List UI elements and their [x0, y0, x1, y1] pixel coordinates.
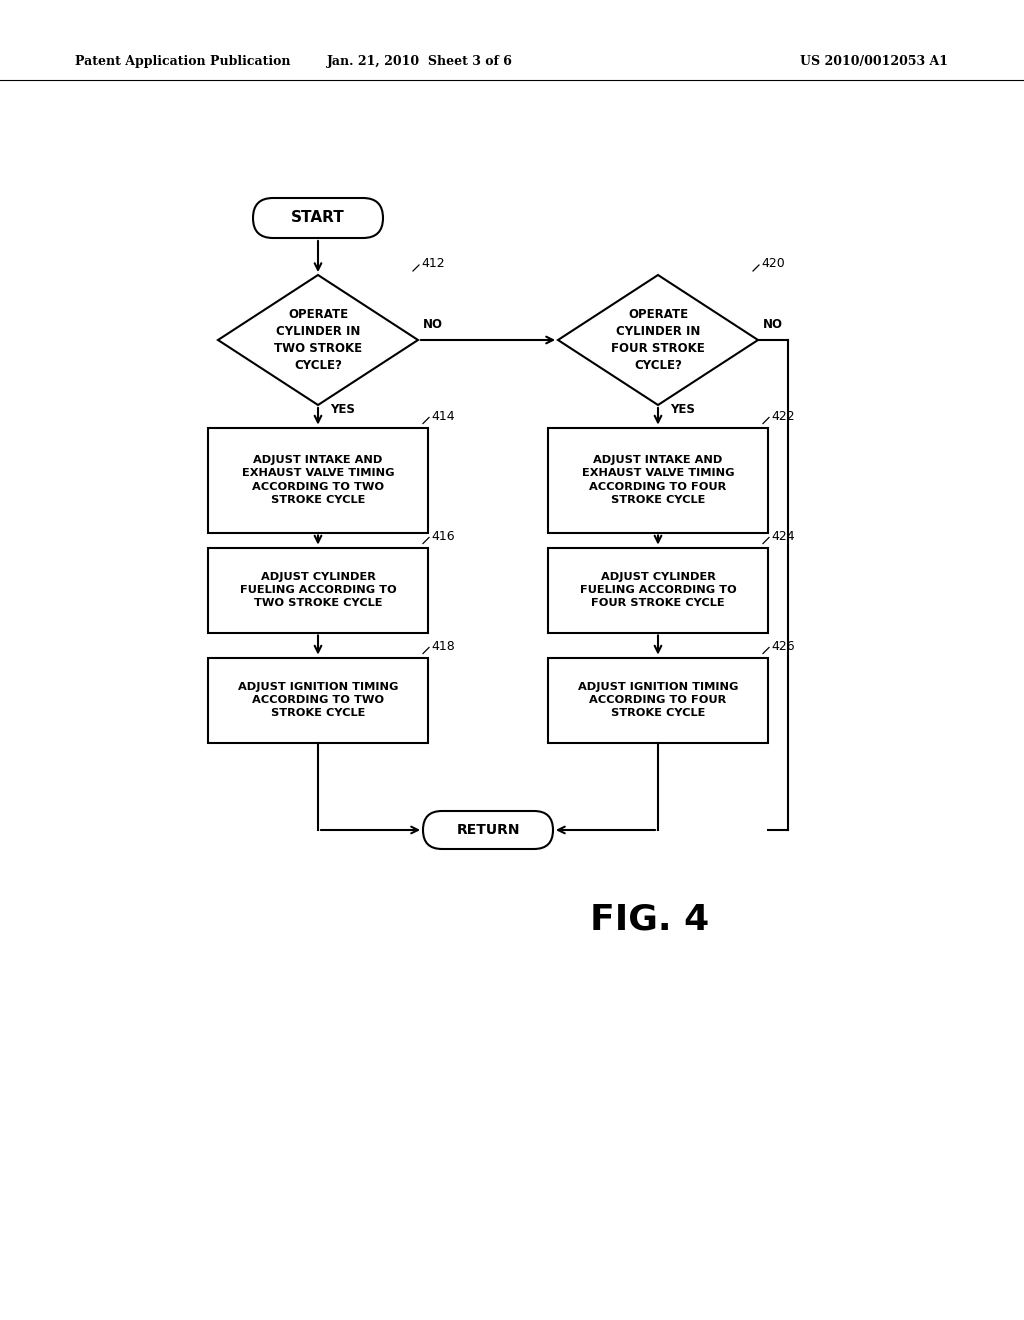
- Text: OPERATE
CYLINDER IN
FOUR STROKE
CYCLE?: OPERATE CYLINDER IN FOUR STROKE CYCLE?: [611, 308, 705, 372]
- Text: 418: 418: [431, 639, 455, 652]
- Polygon shape: [218, 275, 418, 405]
- Text: 424: 424: [771, 529, 795, 543]
- Text: FIG. 4: FIG. 4: [591, 903, 710, 937]
- Polygon shape: [558, 275, 758, 405]
- Bar: [208, 657, 428, 742]
- Text: ADJUST IGNITION TIMING
ACCORDING TO TWO
STROKE CYCLE: ADJUST IGNITION TIMING ACCORDING TO TWO …: [238, 682, 398, 718]
- Text: 412: 412: [421, 257, 444, 271]
- Text: NO: NO: [423, 318, 443, 331]
- Bar: [548, 428, 768, 532]
- Text: NO: NO: [763, 318, 783, 331]
- Text: ADJUST CYLINDER
FUELING ACCORDING TO
TWO STROKE CYCLE: ADJUST CYLINDER FUELING ACCORDING TO TWO…: [240, 572, 396, 609]
- Bar: [548, 548, 768, 632]
- FancyBboxPatch shape: [423, 810, 553, 849]
- Text: US 2010/0012053 A1: US 2010/0012053 A1: [800, 55, 948, 69]
- Text: RETURN: RETURN: [457, 822, 520, 837]
- Text: 422: 422: [771, 409, 795, 422]
- Text: 416: 416: [431, 529, 455, 543]
- Text: ADJUST INTAKE AND
EXHAUST VALVE TIMING
ACCORDING TO TWO
STROKE CYCLE: ADJUST INTAKE AND EXHAUST VALVE TIMING A…: [242, 455, 394, 504]
- Text: 426: 426: [771, 639, 795, 652]
- Text: Patent Application Publication: Patent Application Publication: [75, 55, 291, 69]
- Text: 420: 420: [761, 257, 784, 271]
- Bar: [208, 428, 428, 532]
- Text: Jan. 21, 2010  Sheet 3 of 6: Jan. 21, 2010 Sheet 3 of 6: [327, 55, 513, 69]
- Text: YES: YES: [670, 403, 695, 416]
- Text: ADJUST CYLINDER
FUELING ACCORDING TO
FOUR STROKE CYCLE: ADJUST CYLINDER FUELING ACCORDING TO FOU…: [580, 572, 736, 609]
- Text: ADJUST IGNITION TIMING
ACCORDING TO FOUR
STROKE CYCLE: ADJUST IGNITION TIMING ACCORDING TO FOUR…: [578, 682, 738, 718]
- FancyBboxPatch shape: [253, 198, 383, 238]
- Text: START: START: [291, 210, 345, 226]
- Text: YES: YES: [330, 403, 355, 416]
- Text: 414: 414: [431, 409, 455, 422]
- Text: ADJUST INTAKE AND
EXHAUST VALVE TIMING
ACCORDING TO FOUR
STROKE CYCLE: ADJUST INTAKE AND EXHAUST VALVE TIMING A…: [582, 455, 734, 504]
- Bar: [208, 548, 428, 632]
- Bar: [548, 657, 768, 742]
- Text: OPERATE
CYLINDER IN
TWO STROKE
CYCLE?: OPERATE CYLINDER IN TWO STROKE CYCLE?: [274, 308, 362, 372]
